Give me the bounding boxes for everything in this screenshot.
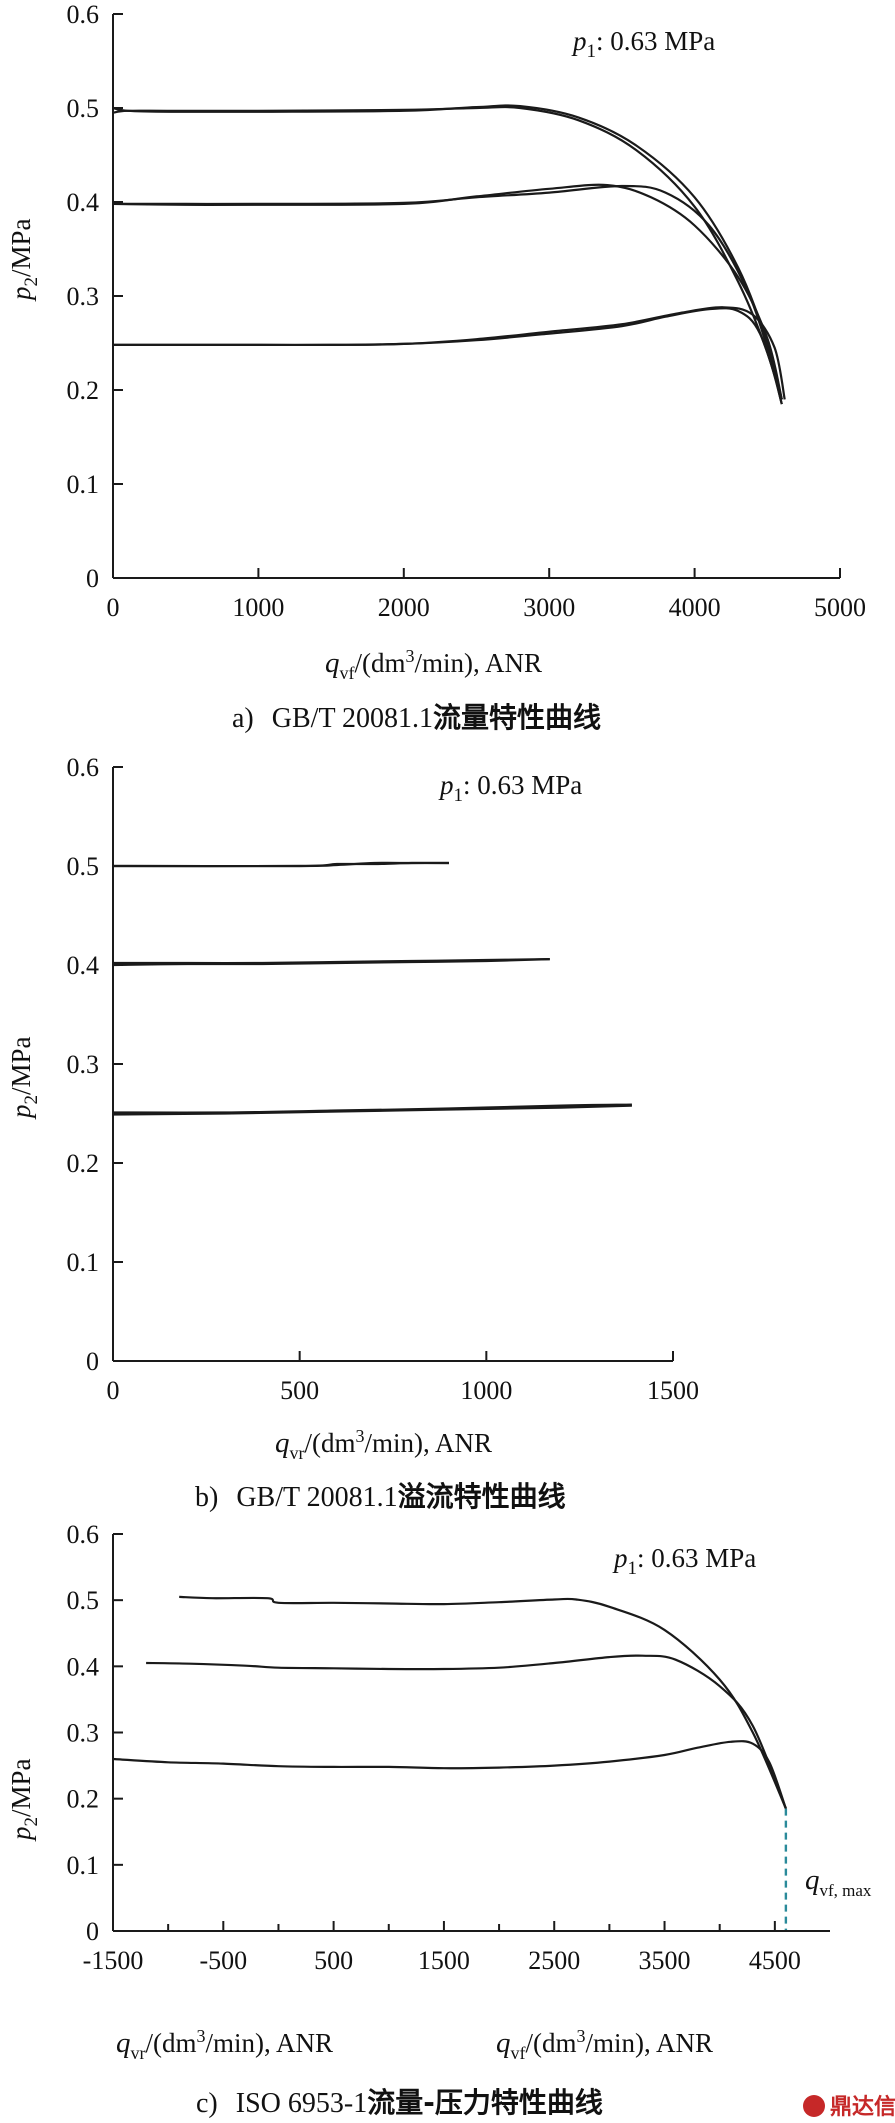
x-tick-label: 3000 — [523, 593, 575, 622]
series-line-2 — [146, 1654, 787, 1810]
y-tick-label: 0.1 — [67, 470, 100, 499]
chart-b-pressure-note: p1: 0.63 MPa — [438, 770, 582, 806]
chart-b: 0 0.1 0.2 0.3 0.4 0.5 0.6 0 500 1000 1500 p1: 0.63… — [6, 753, 699, 1513]
x-tick-label: -1500 — [83, 1946, 144, 1975]
chart-c-x-axis-label-right: qvf/(dm3/min), ANR — [496, 2026, 713, 2063]
y-tick-label: 0.2 — [67, 376, 100, 405]
x-tick-label: 2500 — [528, 1946, 580, 1975]
series-line-4 — [113, 958, 550, 965]
x-tick-label: 4500 — [749, 1946, 801, 1975]
series-line-5 — [113, 307, 783, 400]
x-tick-label: 500 — [314, 1946, 353, 1975]
x-tick-label: 5000 — [814, 593, 866, 622]
chart-a-caption: a) GB/T 20081.1流量特性曲线 — [232, 701, 601, 734]
chart-c-series — [112, 1595, 787, 1810]
y-tick-label: 0 — [86, 1917, 99, 1946]
x-tick-label: 500 — [280, 1376, 319, 1405]
y-tick-label: 0.5 — [67, 94, 100, 123]
chart-a-y-axis-label: p2/MPa — [6, 218, 42, 302]
series-line-6 — [113, 306, 786, 400]
x-tick-label: 1000 — [460, 1376, 512, 1405]
x-tick-label: 2000 — [378, 593, 430, 622]
chart-b-axes — [112, 766, 674, 1362]
y-tick-label: 0.1 — [67, 1851, 100, 1880]
chart-b-caption: b) GB/T 20081.1溢流特性曲线 — [195, 1480, 566, 1513]
y-tick-label: 0.3 — [67, 1050, 100, 1079]
chart-b-y-axis-label: p2/MPa — [6, 1036, 42, 1120]
chart-a: 0 0.1 0.2 0.3 0.4 0.5 0.6 0 1000 2000 3000 4000 5000… — [6, 0, 866, 734]
y-tick-label: 0.4 — [67, 951, 100, 980]
x-tick-label: 1000 — [232, 593, 284, 622]
watermark-logo-icon — [803, 2095, 825, 2117]
chart-a-axes — [112, 13, 841, 579]
chart-c-caption: c) ISO 6953-1流量-压力特性曲线 — [196, 2086, 603, 2119]
chart-c-pressure-note: p1: 0.63 MPa — [612, 1543, 756, 1579]
y-tick-label: 0.6 — [67, 1520, 100, 1549]
chart-c-tick-labels: 0 0.1 0.2 0.3 0.4 0.5 0.6 -1500 -500 500 1500 2500 3… — [67, 1520, 801, 1975]
chart-b-tick-labels: 0 0.1 0.2 0.3 0.4 0.5 0.6 0 500 1000 1500 — [67, 753, 700, 1405]
chart-a-pressure-note: p1: 0.63 MPa — [571, 26, 715, 62]
x-tick-label: 0 — [107, 1376, 120, 1405]
chart-c-y-axis-label: p2/MPa — [6, 1758, 42, 1842]
chart-c: 0 0.1 0.2 0.3 0.4 0.5 0.6 -1500 -500 500 1500 2500 3… — [6, 1520, 872, 2119]
y-tick-label: 0 — [86, 1347, 99, 1376]
x-tick-label: 0 — [107, 593, 120, 622]
y-tick-label: 0.2 — [67, 1149, 100, 1178]
chart-c-x-axis-label-left: qvr/(dm3/min), ANR — [116, 2026, 333, 2063]
chart-a-x-axis-label: qvf/(dm3/min), ANR — [325, 646, 542, 683]
chart-b-series — [112, 861, 632, 1116]
series-line-2 — [112, 105, 783, 405]
y-tick-label: 0.5 — [67, 1586, 100, 1615]
series-line-3 — [112, 183, 783, 400]
y-tick-label: 0.1 — [67, 1248, 100, 1277]
y-tick-label: 0.4 — [67, 1652, 100, 1681]
chart-b-x-axis-label: qvr/(dm3/min), ANR — [275, 1426, 492, 1463]
series-line-6 — [112, 1103, 632, 1114]
y-tick-label: 0.3 — [67, 1719, 100, 1748]
y-tick-label: 0.6 — [67, 0, 100, 29]
y-tick-label: 0 — [86, 564, 99, 593]
y-tick-label: 0.3 — [67, 282, 100, 311]
series-line-1 — [179, 1595, 787, 1810]
x-tick-label: -500 — [199, 1946, 247, 1975]
x-tick-label: 3500 — [639, 1946, 691, 1975]
x-tick-label: 4000 — [669, 593, 721, 622]
series-line-2 — [112, 861, 449, 868]
series-line-4 — [112, 184, 783, 405]
chart-a-series — [112, 104, 786, 405]
x-tick-label: 1500 — [647, 1376, 699, 1405]
watermark-text: 鼎达信 — [830, 2094, 895, 2120]
y-tick-label: 0.5 — [67, 852, 100, 881]
series-line-3 — [112, 1740, 787, 1809]
watermark: 鼎达信 — [803, 2094, 895, 2120]
y-tick-label: 0.2 — [67, 1785, 100, 1814]
chart-c-max-flow-label: qvf, max — [805, 1864, 872, 1900]
y-tick-label: 0.4 — [67, 188, 100, 217]
chart-c-axes — [112, 1533, 830, 1932]
y-tick-label: 0.6 — [67, 753, 100, 782]
chart-a-tick-labels: 0 0.1 0.2 0.3 0.4 0.5 0.6 0 1000 2000 3000 4000 5000 — [67, 0, 867, 622]
x-tick-label: 1500 — [418, 1946, 470, 1975]
series-line-1 — [112, 104, 783, 400]
